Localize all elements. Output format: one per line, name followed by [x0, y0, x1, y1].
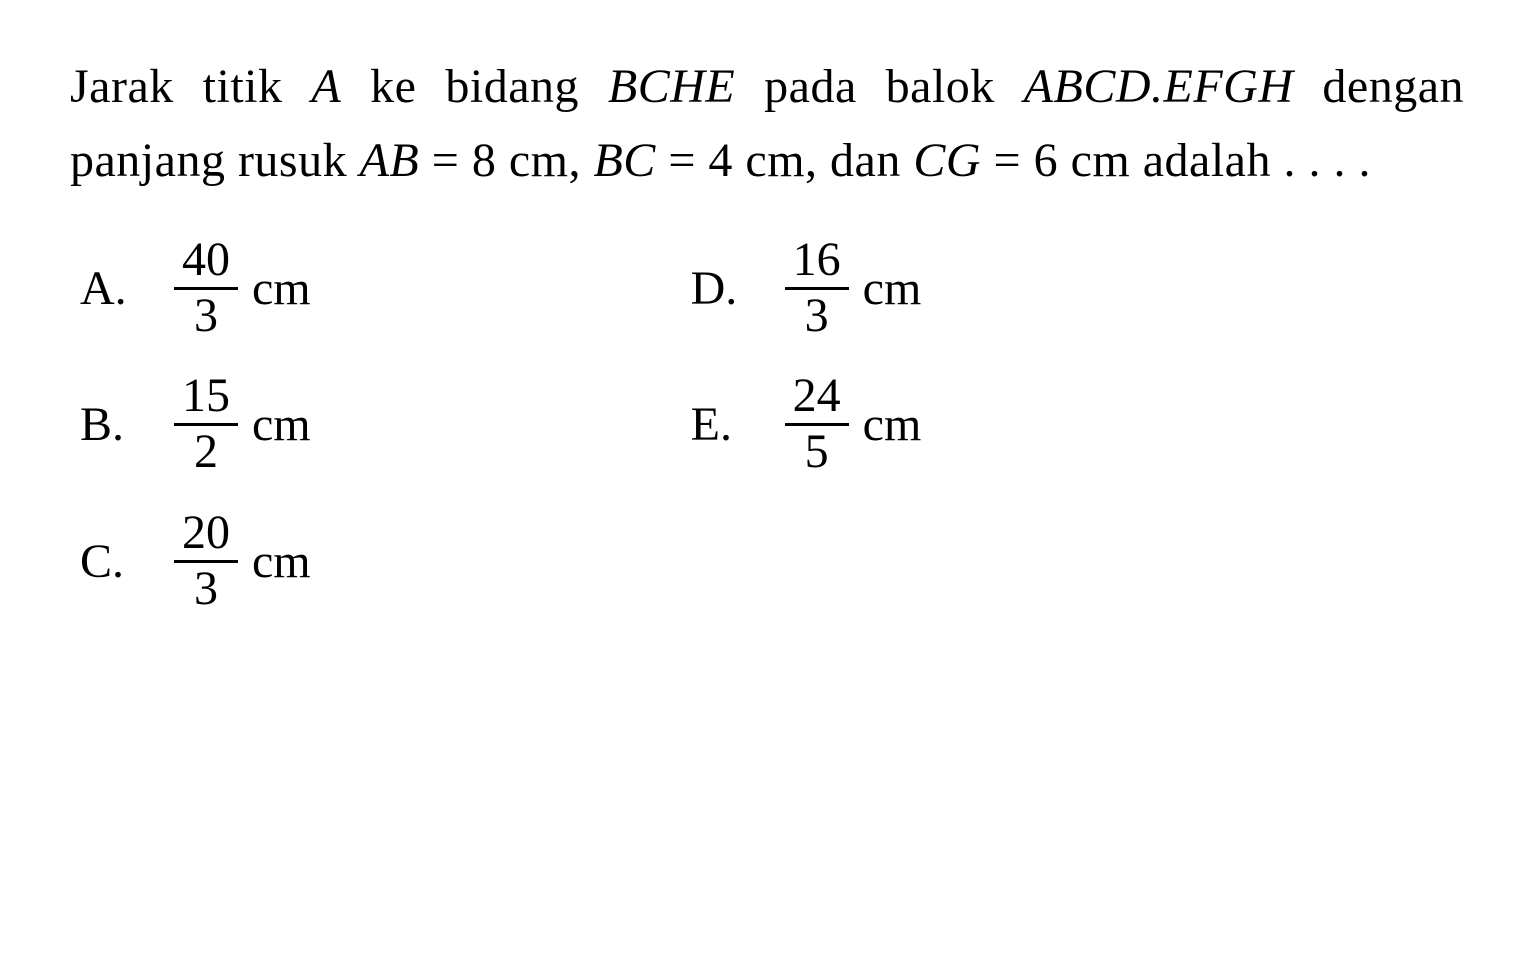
- q-text-6: = 8 cm,: [419, 134, 593, 187]
- q-text-7: = 4 cm, dan: [656, 134, 914, 187]
- option-D-unit: cm: [863, 261, 922, 316]
- option-E-fraction: 24 5: [785, 370, 849, 479]
- option-D-fraction: 16 3: [785, 234, 849, 343]
- option-E-num: 24: [785, 370, 849, 426]
- option-B-den: 2: [186, 426, 226, 479]
- option-row-3: C. 20 3 cm: [80, 507, 1464, 616]
- option-B-unit: cm: [252, 397, 311, 452]
- option-A: A. 40 3 cm: [80, 234, 311, 343]
- option-E: E. 24 5 cm: [691, 370, 922, 479]
- q-var-CG: CG: [913, 134, 981, 187]
- option-E-unit: cm: [863, 397, 922, 452]
- option-B-fraction: 15 2: [174, 370, 238, 479]
- option-A-fraction: 40 3: [174, 234, 238, 343]
- option-A-label: A.: [80, 261, 170, 316]
- option-D-num: 16: [785, 234, 849, 290]
- option-B: B. 15 2 cm: [80, 370, 311, 479]
- question-text: Jarak titik A ke bidang BCHE pada balok …: [70, 50, 1464, 199]
- option-D-label: D.: [691, 261, 781, 316]
- q-text-1: Jarak titik: [70, 60, 311, 113]
- q-var-BCHE: BCHE: [608, 60, 735, 113]
- q-text-3: pada: [735, 60, 857, 113]
- q-var-A: A: [311, 60, 341, 113]
- option-C-label: C.: [80, 534, 170, 589]
- q-text-2: ke bidang: [341, 60, 608, 113]
- q-text-4: balok: [886, 60, 1024, 113]
- option-D: D. 16 3 cm: [691, 234, 922, 343]
- option-D-den: 3: [797, 290, 837, 343]
- option-A-den: 3: [186, 290, 226, 343]
- option-C-fraction: 20 3: [174, 507, 238, 616]
- q-text-9: adalah . . . .: [1143, 134, 1371, 187]
- q-var-AB: AB: [360, 134, 420, 187]
- option-C-unit: cm: [252, 534, 311, 589]
- option-row-1: A. 40 3 cm D. 16 3 cm: [80, 234, 1464, 343]
- option-row-2: B. 15 2 cm E. 24 5 cm: [80, 370, 1464, 479]
- option-E-den: 5: [797, 426, 837, 479]
- q-text-8: = 6 cm: [981, 134, 1130, 187]
- option-B-label: B.: [80, 397, 170, 452]
- options-container: A. 40 3 cm D. 16 3 cm B. 15 2 cm E.: [70, 234, 1464, 616]
- option-C-den: 3: [186, 563, 226, 616]
- option-C-num: 20: [174, 507, 238, 563]
- q-var-BC: BC: [593, 134, 655, 187]
- q-var-ABCD: ABCD.EFGH: [1024, 60, 1294, 113]
- option-B-num: 15: [174, 370, 238, 426]
- option-C: C. 20 3 cm: [80, 507, 311, 616]
- option-E-label: E.: [691, 397, 781, 452]
- option-A-num: 40: [174, 234, 238, 290]
- option-A-unit: cm: [252, 261, 311, 316]
